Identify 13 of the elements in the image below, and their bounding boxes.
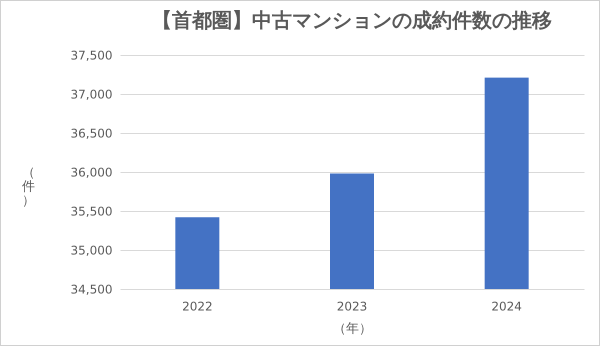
- y-tick-label: 37,500: [70, 48, 112, 62]
- y-tick-label: 34,500: [70, 282, 112, 296]
- x-tick-label: 2024: [491, 300, 522, 314]
- x-tick-label: 2023: [336, 300, 368, 314]
- y-tick-label: 36,000: [70, 166, 112, 180]
- x-tick-label: 2022: [182, 300, 213, 314]
- y-tick-label: 37,000: [70, 88, 112, 102]
- x-axis-title: （年）: [333, 322, 372, 336]
- y-tick-label: 35,000: [70, 244, 112, 258]
- y-axis-title: （件）: [22, 166, 36, 208]
- y-tick-label: 36,500: [70, 126, 112, 140]
- chart-title: 【首都圏】中古マンションの成約件数の推移: [152, 8, 552, 32]
- y-tick-label: 35,500: [70, 204, 112, 218]
